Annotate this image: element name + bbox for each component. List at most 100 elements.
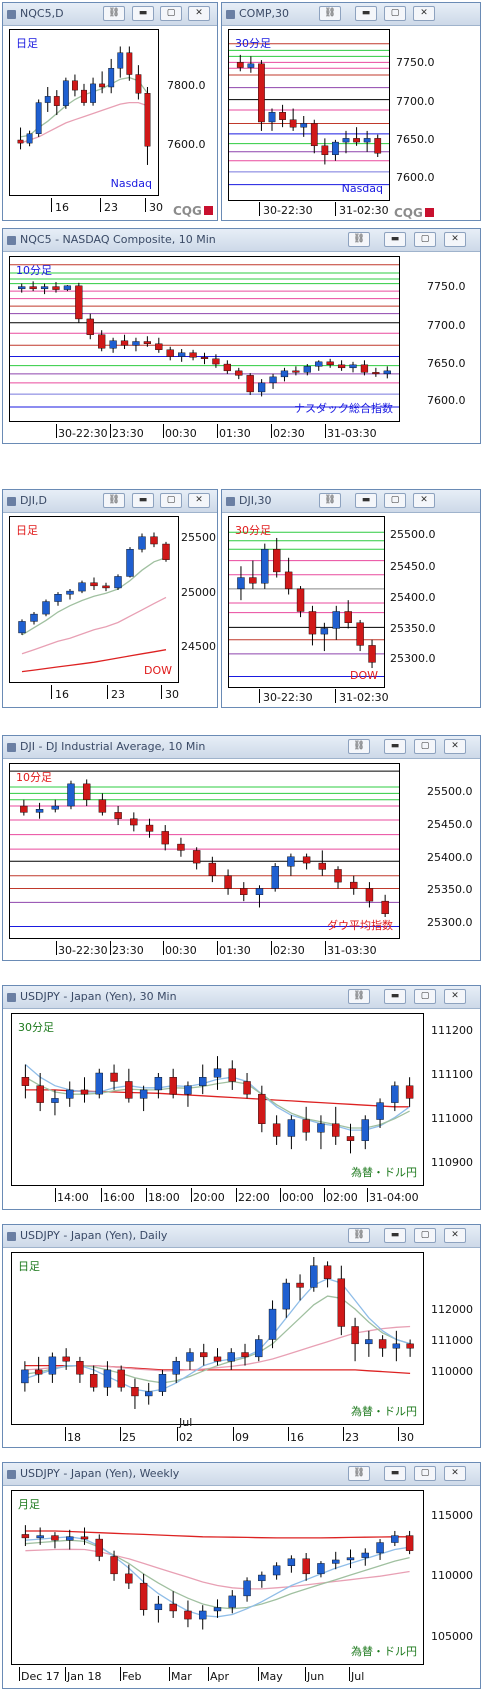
- minimize-button[interactable]: ▬: [384, 989, 406, 1004]
- link-button[interactable]: ⛓: [348, 739, 370, 754]
- y-tick-label: 25400.0: [390, 591, 436, 604]
- chart-window-usdjpy-30min[interactable]: USDJPY - Japan (Yen), 30 Min ⛓ ▬ ▢ ✕ 30分…: [2, 985, 481, 1210]
- chart-window-usdjpy-weekly[interactable]: USDJPY - Japan (Yen), Weekly ⛓ ▬ ▢ ✕ 月足 …: [2, 1462, 481, 1689]
- chart-window-comp-30[interactable]: COMP,30 ⛓ ▬ ▢ ✕ 30分足 Nasdaq 7750.0 7700.…: [221, 2, 481, 221]
- candle-body: [223, 363, 231, 372]
- chart-window-nqc5-10min[interactable]: NQC5 - NASDAQ Composite, 10 Min ⛓ ▬ ▢ ✕ …: [2, 228, 481, 444]
- timeframe-label: 日足: [16, 37, 38, 50]
- maximize-button[interactable]: ▢: [384, 6, 406, 21]
- candle-body: [34, 1369, 43, 1375]
- close-button[interactable]: ✕: [444, 739, 466, 754]
- minimize-button[interactable]: ▬: [384, 232, 406, 247]
- close-button[interactable]: ✕: [444, 1228, 466, 1243]
- chart-icon: [7, 1470, 16, 1479]
- instrument-label: Nasdaq: [110, 177, 152, 190]
- candle-body: [53, 96, 60, 106]
- title-bar[interactable]: NQC5 - NASDAQ Composite, 10 Min ⛓ ▬ ▢ ✕: [3, 229, 480, 252]
- link-button[interactable]: ⛓: [319, 493, 341, 508]
- candle-body: [302, 1119, 310, 1133]
- y-tick-label: 25450.0: [427, 818, 473, 831]
- candle-body: [280, 370, 289, 378]
- candle-body: [95, 1072, 103, 1095]
- maximize-button[interactable]: ▢: [384, 493, 406, 508]
- title-bar[interactable]: DJI,D ⛓ ▬ ▢ ✕: [3, 490, 217, 513]
- candle-body: [169, 1077, 177, 1095]
- plot-area[interactable]: 日足 Nasdaq: [9, 29, 159, 196]
- plot-area[interactable]: 月足 為替・ドル円: [11, 1490, 424, 1665]
- chart-window-nqc5-daily[interactable]: NQC5,D ⛓ ▬ ▢ ✕ 日足 Nasdaq 7800.0 7600.0 1…: [2, 2, 218, 221]
- maximize-button[interactable]: ▢: [414, 739, 436, 754]
- y-tick-label: 7600.0: [427, 394, 466, 407]
- x-tick-label: 31-03:30: [327, 427, 377, 440]
- title-bar[interactable]: USDJPY - Japan (Yen), Daily ⛓ ▬ ▢ ✕: [3, 1225, 480, 1248]
- y-tick-label: 7800.0: [167, 79, 206, 92]
- link-button[interactable]: ⛓: [348, 989, 370, 1004]
- plot-area[interactable]: 30分足 Nasdaq: [228, 29, 390, 201]
- moving-average-line: [21, 596, 167, 655]
- link-button[interactable]: ⛓: [348, 1466, 370, 1481]
- minimize-button[interactable]: ▬: [384, 739, 406, 754]
- candle-body: [154, 1077, 163, 1091]
- title-bar[interactable]: NQC5,D ⛓ ▬ ▢ ✕: [3, 3, 217, 26]
- minimize-button[interactable]: ▬: [132, 493, 154, 508]
- plot-area[interactable]: 日足 為替・ドル円: [11, 1252, 424, 1425]
- y-tick-label: 7600.0: [396, 171, 435, 184]
- link-button[interactable]: ⛓: [348, 1228, 370, 1243]
- close-button[interactable]: ✕: [444, 232, 466, 247]
- minimize-button[interactable]: ▬: [355, 6, 377, 21]
- candle-body: [42, 601, 50, 615]
- x-tick-label: 23:30: [112, 427, 144, 440]
- minimize-button[interactable]: ▬: [384, 1228, 406, 1243]
- candle-body: [282, 1282, 290, 1310]
- x-tick-label: 31-04:00: [369, 1191, 419, 1204]
- minimize-button[interactable]: ▬: [132, 6, 154, 21]
- plot-area[interactable]: 30分足 DOW: [228, 516, 385, 688]
- link-button[interactable]: ⛓: [319, 6, 341, 21]
- title-bar[interactable]: DJI - DJ Industrial Average, 10 Min ⛓ ▬ …: [3, 736, 480, 759]
- maximize-button[interactable]: ▢: [414, 232, 436, 247]
- candle-body: [200, 357, 209, 360]
- x-tick-label: 02:30: [273, 427, 305, 440]
- link-button[interactable]: ⛓: [348, 232, 370, 247]
- close-button[interactable]: ✕: [413, 6, 435, 21]
- close-button[interactable]: ✕: [413, 493, 435, 508]
- moving-average-line: [25, 1548, 410, 1590]
- maximize-button[interactable]: ▢: [414, 989, 436, 1004]
- close-button[interactable]: ✕: [188, 493, 210, 508]
- chart-window-dji-daily[interactable]: DJI,D ⛓ ▬ ▢ ✕ 日足 DOW 25500.0 25000.0 245…: [2, 489, 218, 708]
- close-button[interactable]: ✕: [444, 1466, 466, 1481]
- plot-area[interactable]: 10分足 ナスダック総合指数: [9, 256, 400, 422]
- chart-icon: [226, 497, 235, 506]
- chart-window-dji-10min[interactable]: DJI - DJ Industrial Average, 10 Min ⛓ ▬ …: [2, 735, 481, 961]
- title-bar[interactable]: COMP,30 ⛓ ▬ ▢ ✕: [222, 3, 480, 26]
- title-bar[interactable]: USDJPY - Japan (Yen), Weekly ⛓ ▬ ▢ ✕: [3, 1463, 480, 1486]
- x-tick-label: 16: [290, 1431, 304, 1444]
- link-button[interactable]: ⛓: [103, 6, 125, 21]
- candle-body: [172, 1361, 180, 1375]
- x-tick-label: 30-22:30: [58, 944, 108, 957]
- plot-area[interactable]: 日足 DOW: [9, 516, 179, 683]
- candle-body: [126, 549, 134, 577]
- maximize-button[interactable]: ▢: [160, 493, 182, 508]
- plot-area[interactable]: 30分足 為替・ドル円: [11, 1013, 424, 1186]
- minimize-button[interactable]: ▬: [355, 493, 377, 508]
- x-tick-label: 16:00: [103, 1191, 135, 1204]
- minimize-button[interactable]: ▬: [384, 1466, 406, 1481]
- title-bar[interactable]: DJI,30 ⛓ ▬ ▢ ✕: [222, 490, 480, 513]
- plot-area[interactable]: 10分足 ダウ平均指数: [9, 763, 400, 939]
- close-button[interactable]: ✕: [188, 6, 210, 21]
- title-bar[interactable]: USDJPY - Japan (Yen), 30 Min ⛓ ▬ ▢ ✕: [3, 986, 480, 1009]
- maximize-button[interactable]: ▢: [160, 6, 182, 21]
- chart-window-dji-30[interactable]: DJI,30 ⛓ ▬ ▢ ✕ 30分足 DOW 25500.0 25450.0 …: [221, 489, 481, 708]
- maximize-button[interactable]: ▢: [414, 1466, 436, 1481]
- link-button[interactable]: ⛓: [103, 493, 125, 508]
- x-tick-label: Mar: [171, 1670, 192, 1683]
- maximize-button[interactable]: ▢: [414, 1228, 436, 1243]
- candle-body: [279, 112, 286, 120]
- candle-body: [344, 611, 352, 623]
- candle-body: [66, 590, 74, 595]
- close-button[interactable]: ✕: [444, 989, 466, 1004]
- chart-window-usdjpy-daily[interactable]: USDJPY - Japan (Yen), Daily ⛓ ▬ ▢ ✕ 日足 為…: [2, 1224, 481, 1448]
- candle-body: [342, 138, 350, 143]
- candle-body: [178, 352, 186, 357]
